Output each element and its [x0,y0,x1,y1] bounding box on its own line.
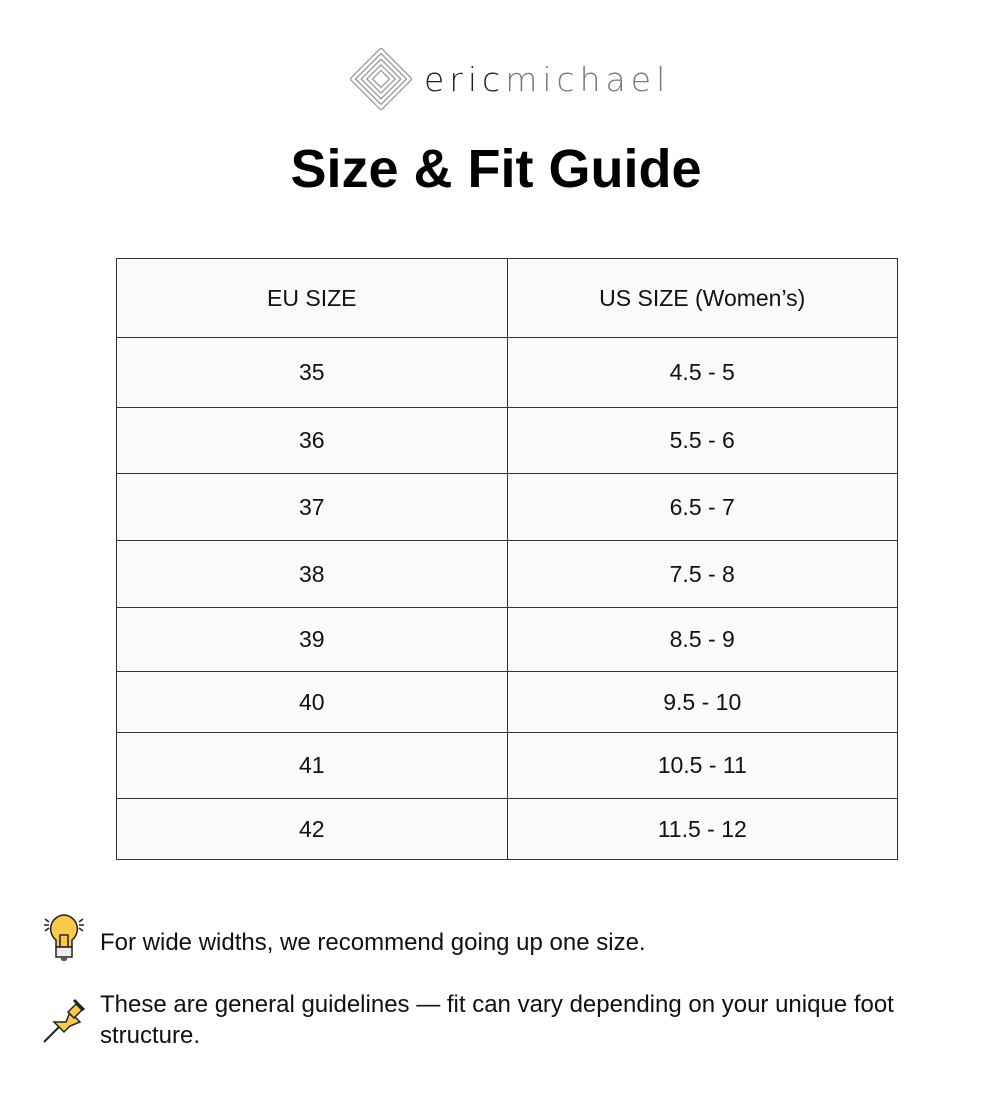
us-size-cell: 6.5 - 7 [506,473,898,541]
pushpin-icon [43,998,86,1043]
lightbulb-icon [44,914,84,961]
brand-part1: eric [424,59,506,99]
eu-size-cell: 37 [116,473,508,541]
page-title: Size & Fit Guide [290,139,702,199]
us-size-cell: 4.5 - 5 [506,337,898,408]
table-row: 42 11.5 - 12 [116,798,898,860]
size-table: EU SIZE US SIZE (Women’s) 35 4.5 - 5 36 5.5… [116,258,898,860]
header-us-size: US SIZE (Women’s) [506,258,898,338]
table-row: 35 4.5 - 5 [116,337,898,408]
table-row: 37 6.5 - 7 [116,473,898,541]
us-size-cell: 11.5 - 12 [506,798,898,860]
brand-wordmark: ericmichael [424,60,670,99]
header-eu-size: EU SIZE [116,258,508,338]
eu-size-cell: 38 [116,540,508,608]
table-row: 41 10.5 - 11 [116,732,898,799]
table-row: 39 8.5 - 9 [116,607,898,672]
eu-size-cell: 42 [116,798,508,860]
eu-size-cell: 35 [116,337,508,408]
us-size-cell: 5.5 - 6 [506,407,898,474]
eu-size-cell: 36 [116,407,508,474]
eu-size-cell: 39 [116,607,508,672]
brand-logo: ericmichael [350,48,670,110]
us-size-cell: 7.5 - 8 [506,540,898,608]
note-wide-widths: For wide widths, we recommend going up o… [100,929,646,956]
eu-size-cell: 40 [116,671,508,733]
us-size-cell: 8.5 - 9 [506,607,898,672]
table-row: 36 5.5 - 6 [116,407,898,474]
note-general-guidelines: These are general guidelines — fit can v… [100,991,894,1049]
table-header-row: EU SIZE US SIZE (Women’s) [116,258,898,338]
brand-part2: michael [505,59,671,99]
us-size-cell: 10.5 - 11 [506,732,898,799]
diamond-logo-icon [350,48,412,110]
table-row: 40 9.5 - 10 [116,671,898,733]
us-size-cell: 9.5 - 10 [506,671,898,733]
table-row: 38 7.5 - 8 [116,540,898,608]
eu-size-cell: 41 [116,732,508,799]
